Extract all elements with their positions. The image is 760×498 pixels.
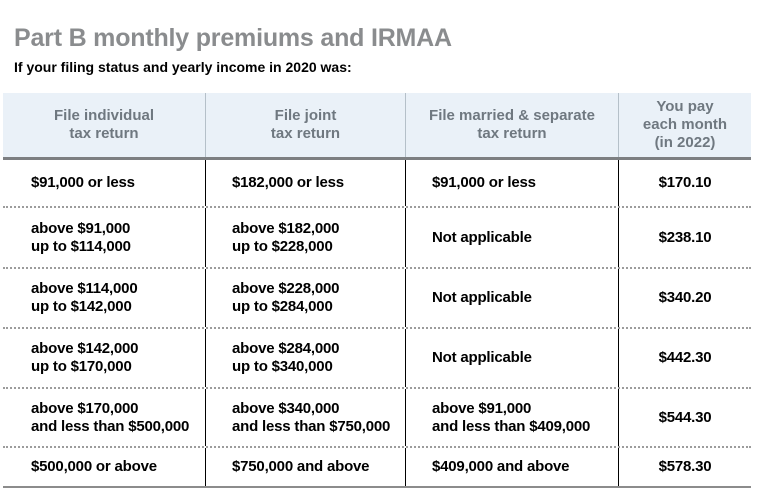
page-subtitle: If your filing status and yearly income … <box>14 59 352 75</box>
cell-text: above $142,000 <box>31 340 139 357</box>
cell-individual: above $170,000 and less than $500,000 <box>3 389 205 446</box>
cell-text: Not applicable <box>432 228 532 246</box>
column-header-file-married-separate: File married & separate tax return <box>405 93 618 157</box>
cell-text: $238.10 <box>658 228 712 246</box>
cell-joint: above $284,000 up to $340,000 <box>205 329 405 387</box>
cell-individual: above $91,000 up to $114,000 <box>3 208 205 267</box>
cell-married-separate: Not applicable <box>405 329 618 387</box>
column-header-file-joint: File joint tax return <box>205 93 405 157</box>
cell-text: $442.30 <box>658 349 712 366</box>
header-line: tax return <box>477 125 547 142</box>
cell-joint: $182,000 or less <box>205 160 405 206</box>
cell-married-separate: Not applicable <box>405 269 618 327</box>
cell-text: and less than $500,000 <box>31 417 190 435</box>
page-title: Part B monthly premiums and IRMAA <box>14 24 452 52</box>
cell-text: Not applicable <box>432 289 532 306</box>
cell-text: above $91,000 <box>432 399 532 417</box>
cell-joint: above $340,000 and less than $750,000 <box>205 389 405 446</box>
header-line: File individual <box>53 107 154 124</box>
column-header-you-pay: You pay each month (in 2022) <box>618 93 751 157</box>
cell-married-separate: Not applicable <box>405 208 618 267</box>
table-row: above $142,000 up to $170,000 above $284… <box>3 329 751 389</box>
column-header-file-individual: File individual tax return <box>3 93 205 157</box>
cell-you-pay: $544.30 <box>618 389 751 446</box>
table-row: above $114,000 up to $142,000 above $228… <box>3 269 751 329</box>
cell-text: up to $340,000 <box>232 358 333 375</box>
cell-text: $409,000 and above <box>432 458 570 475</box>
cell-text: up to $228,000 <box>232 237 333 255</box>
table-row: above $170,000 and less than $500,000 ab… <box>3 389 751 448</box>
cell-married-separate: $91,000 or less <box>405 160 618 206</box>
header-line: each month <box>642 116 728 133</box>
cell-text: above $91,000 <box>31 219 131 237</box>
header-line: tax return <box>270 125 341 142</box>
premiums-table: File individual tax return File joint ta… <box>3 93 751 488</box>
cell-text: Not applicable <box>432 349 532 366</box>
cell-text: $544.30 <box>658 408 712 426</box>
cell-text: $170.10 <box>658 174 712 191</box>
cell-text: $91,000 or less <box>31 174 135 191</box>
cell-text: and less than $750,000 <box>232 417 391 435</box>
cell-individual: $91,000 or less <box>3 160 205 206</box>
cell-text: above $228,000 <box>232 280 340 297</box>
cell-married-separate: $409,000 and above <box>405 448 618 486</box>
cell-text: $750,000 and above <box>232 458 370 475</box>
cell-text: $91,000 or less <box>432 174 536 191</box>
header-line: You pay <box>656 98 714 115</box>
header-line: (in 2022) <box>654 134 716 151</box>
cell-text: above $182,000 <box>232 219 340 237</box>
cell-individual: $500,000 or above <box>3 448 205 486</box>
cell-text: $182,000 or less <box>232 174 344 191</box>
cell-you-pay: $578.30 <box>618 448 751 486</box>
cell-text: above $340,000 <box>232 399 340 417</box>
cell-text: and less than $409,000 <box>432 417 591 435</box>
cell-you-pay: $170.10 <box>618 160 751 206</box>
cell-text: up to $142,000 <box>31 298 132 315</box>
cell-you-pay: $238.10 <box>618 208 751 267</box>
cell-text: up to $284,000 <box>232 298 333 315</box>
cell-text: $340.20 <box>658 289 712 306</box>
cell-text: above $284,000 <box>232 340 340 357</box>
table-row: $91,000 or less $182,000 or less $91,000… <box>3 160 751 208</box>
cell-text: above $114,000 <box>31 280 138 297</box>
cell-text: $578.30 <box>658 458 712 475</box>
cell-text: above $170,000 <box>31 399 139 417</box>
cell-joint: above $228,000 up to $284,000 <box>205 269 405 327</box>
cell-married-separate: above $91,000 and less than $409,000 <box>405 389 618 446</box>
cell-joint: above $182,000 up to $228,000 <box>205 208 405 267</box>
cell-text: up to $114,000 <box>31 237 131 255</box>
cell-individual: above $114,000 up to $142,000 <box>3 269 205 327</box>
table-header-row: File individual tax return File joint ta… <box>3 93 751 160</box>
table-row: above $91,000 up to $114,000 above $182,… <box>3 208 751 269</box>
header-line: File married & separate <box>429 107 595 124</box>
header-line: File joint <box>274 107 337 124</box>
table-row: $500,000 or above $750,000 and above $40… <box>3 448 751 486</box>
cell-individual: above $142,000 up to $170,000 <box>3 329 205 387</box>
cell-text: $500,000 or above <box>31 458 157 475</box>
cell-joint: $750,000 and above <box>205 448 405 486</box>
cell-you-pay: $442.30 <box>618 329 751 387</box>
header-line: tax return <box>69 125 139 142</box>
cell-you-pay: $340.20 <box>618 269 751 327</box>
cell-text: up to $170,000 <box>31 358 132 375</box>
